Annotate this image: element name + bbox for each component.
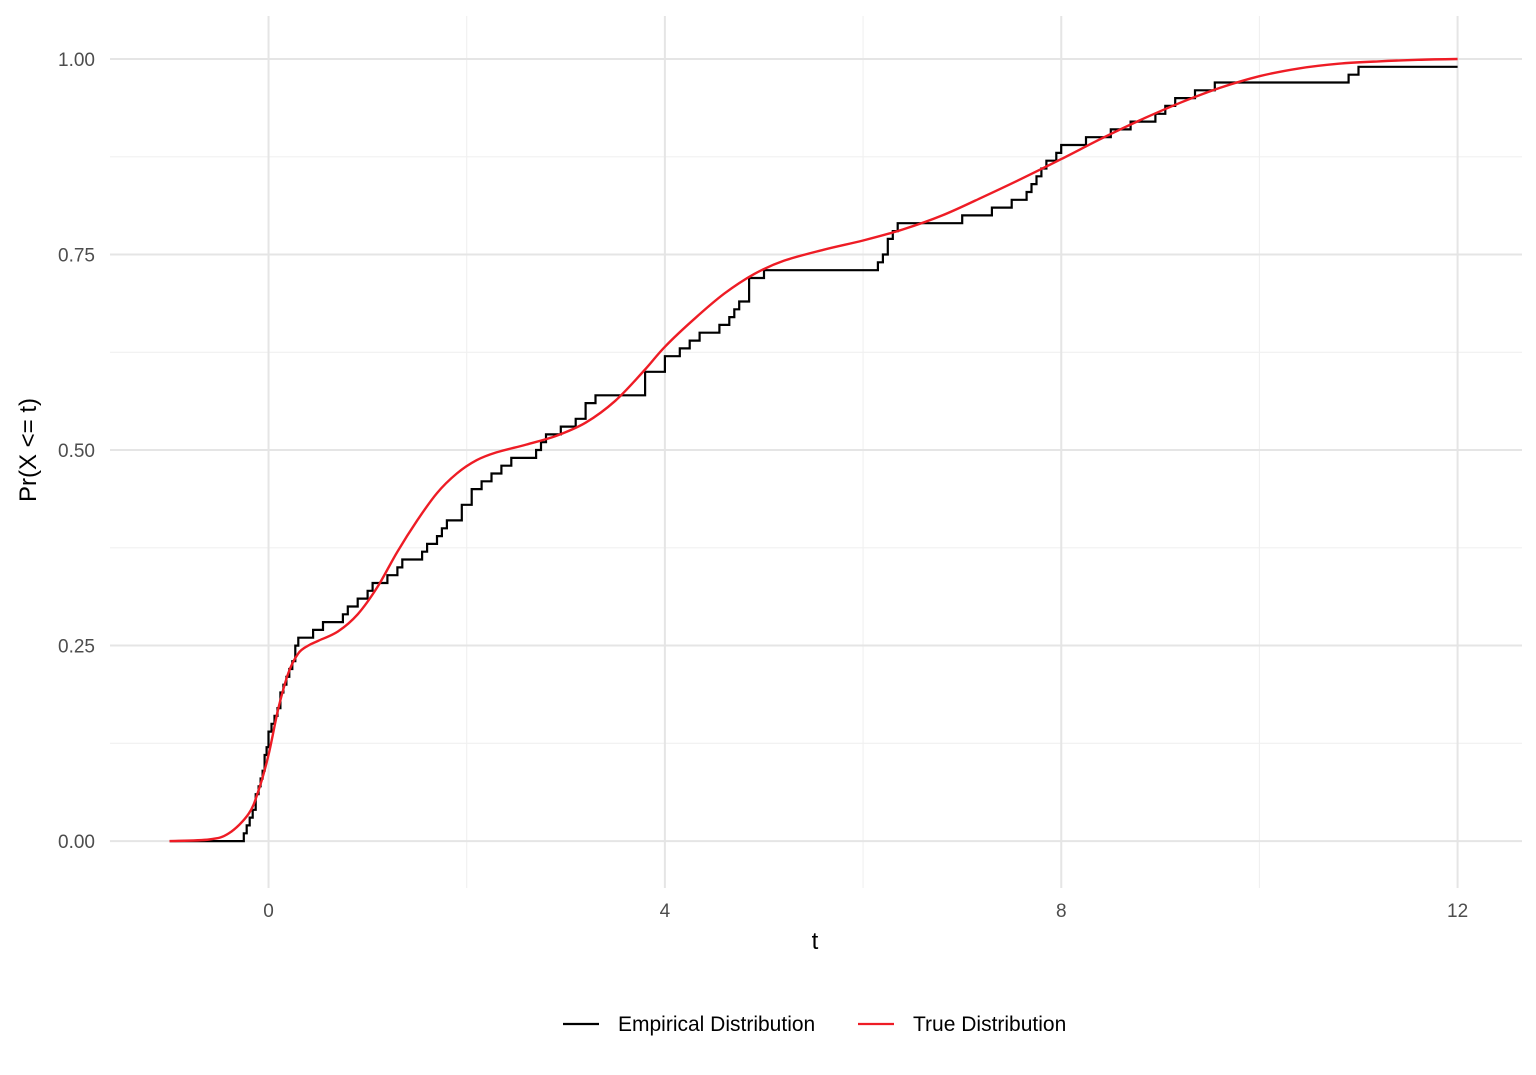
x-tick-label: 0 — [263, 901, 274, 922]
x-tick-label: 4 — [660, 901, 671, 922]
y-axis-tick-labels: 0.00 0.25 0.50 0.75 1.00 — [58, 50, 95, 853]
minor-gridlines — [110, 16, 1522, 888]
y-tick-label: 0.25 — [58, 637, 95, 658]
y-axis-title: Pr(X <= t) — [15, 398, 42, 502]
x-axis-title: t — [812, 928, 819, 955]
x-tick-label: 12 — [1447, 901, 1468, 922]
series-layer — [169, 57, 1458, 843]
y-tick-label: 1.00 — [58, 50, 95, 71]
y-tick-label: 0.75 — [58, 246, 95, 267]
y-tick-label: 0.00 — [58, 832, 95, 853]
y-tick-label: 0.50 — [58, 441, 95, 462]
x-axis-tick-labels: 0 4 8 12 — [263, 901, 1468, 922]
x-tick-label: 8 — [1056, 901, 1067, 922]
empirical-distribution-line — [169, 65, 1458, 843]
legend-label-empirical: Empirical Distribution — [618, 1013, 815, 1036]
legend-label-true: True Distribution — [913, 1013, 1066, 1036]
true-distribution-line — [169, 57, 1458, 843]
legend: Empirical Distribution True Distribution — [563, 1013, 1066, 1036]
major-gridlines — [110, 16, 1522, 888]
